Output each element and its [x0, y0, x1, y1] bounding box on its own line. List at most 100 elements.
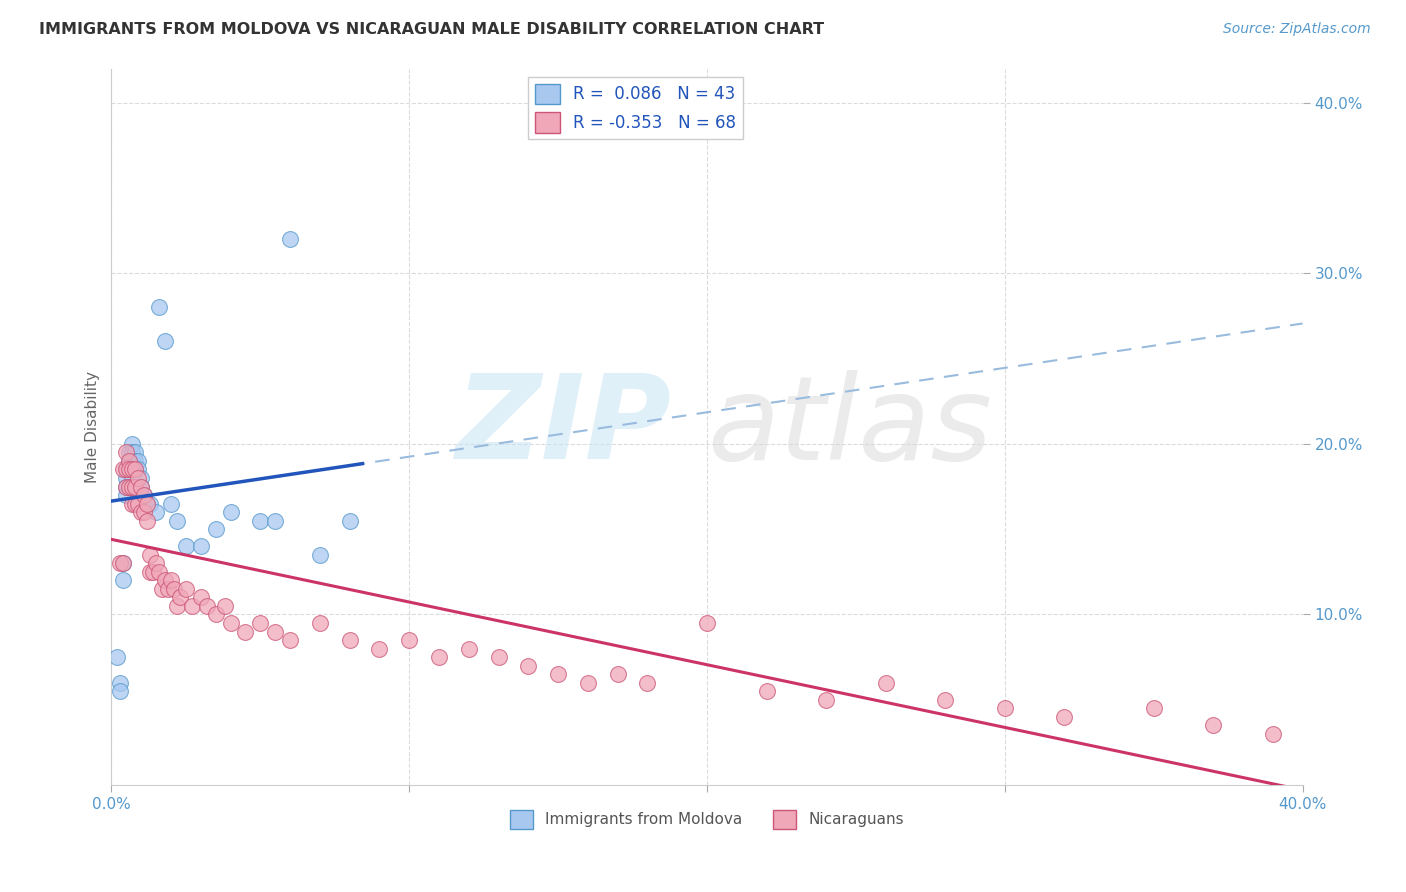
Point — [815, 693, 838, 707]
Point — [115, 462, 138, 476]
Point — [308, 548, 330, 562]
Point — [696, 615, 718, 630]
Point — [124, 462, 146, 476]
Point — [204, 607, 226, 622]
Y-axis label: Male Disability: Male Disability — [86, 371, 100, 483]
Point — [488, 650, 510, 665]
Point — [169, 591, 191, 605]
Point — [118, 454, 141, 468]
Point — [121, 462, 143, 476]
Point — [190, 591, 212, 605]
Point — [160, 497, 183, 511]
Legend: Immigrants from Moldova, Nicaraguans: Immigrants from Moldova, Nicaraguans — [503, 804, 910, 835]
Point — [166, 514, 188, 528]
Point — [118, 479, 141, 493]
Point — [110, 675, 132, 690]
Point — [249, 615, 271, 630]
Point — [264, 624, 287, 639]
Point — [190, 539, 212, 553]
Point — [121, 437, 143, 451]
Point — [278, 232, 301, 246]
Text: atlas: atlas — [707, 370, 993, 483]
Point — [112, 462, 135, 476]
Point — [219, 615, 242, 630]
Point — [148, 565, 170, 579]
Point — [105, 650, 128, 665]
Point — [576, 675, 599, 690]
Point — [118, 462, 141, 476]
Point — [139, 548, 162, 562]
Point — [124, 454, 146, 468]
Point — [134, 505, 156, 519]
Point — [148, 301, 170, 315]
Point — [129, 471, 152, 485]
Point — [110, 684, 132, 698]
Point — [339, 514, 361, 528]
Point — [118, 454, 141, 468]
Point — [308, 615, 330, 630]
Point — [118, 462, 141, 476]
Point — [180, 599, 202, 613]
Point — [339, 633, 361, 648]
Point — [115, 479, 138, 493]
Point — [150, 582, 173, 596]
Point — [1202, 718, 1225, 732]
Point — [174, 582, 197, 596]
Point — [112, 574, 135, 588]
Point — [121, 471, 143, 485]
Point — [115, 488, 138, 502]
Point — [1053, 710, 1076, 724]
Point — [156, 582, 179, 596]
Point — [129, 479, 152, 493]
Point — [174, 539, 197, 553]
Point — [160, 574, 183, 588]
Point — [1261, 727, 1284, 741]
Point — [124, 445, 146, 459]
Point — [118, 445, 141, 459]
Point — [457, 641, 479, 656]
Point — [166, 599, 188, 613]
Point — [129, 479, 152, 493]
Point — [127, 497, 149, 511]
Point — [427, 650, 450, 665]
Point — [636, 675, 658, 690]
Point — [129, 505, 152, 519]
Point — [145, 505, 167, 519]
Point — [118, 479, 141, 493]
Point — [115, 479, 138, 493]
Text: IMMIGRANTS FROM MOLDOVA VS NICARAGUAN MALE DISABILITY CORRELATION CHART: IMMIGRANTS FROM MOLDOVA VS NICARAGUAN MA… — [39, 22, 824, 37]
Point — [214, 599, 236, 613]
Point — [124, 462, 146, 476]
Point — [127, 454, 149, 468]
Point — [127, 471, 149, 485]
Point — [112, 556, 135, 570]
Point — [994, 701, 1017, 715]
Point — [755, 684, 778, 698]
Point — [124, 497, 146, 511]
Point — [1143, 701, 1166, 715]
Point — [124, 479, 146, 493]
Point — [134, 488, 156, 502]
Point — [121, 445, 143, 459]
Point — [249, 514, 271, 528]
Point — [606, 667, 628, 681]
Point — [110, 556, 132, 570]
Text: ZIP: ZIP — [456, 369, 671, 484]
Point — [124, 479, 146, 493]
Point — [204, 522, 226, 536]
Point — [547, 667, 569, 681]
Point — [121, 479, 143, 493]
Text: Source: ZipAtlas.com: Source: ZipAtlas.com — [1223, 22, 1371, 37]
Point — [127, 462, 149, 476]
Point — [115, 471, 138, 485]
Point — [136, 514, 159, 528]
Point — [517, 658, 540, 673]
Point — [398, 633, 420, 648]
Point — [121, 454, 143, 468]
Point — [136, 497, 159, 511]
Point — [195, 599, 218, 613]
Point — [112, 556, 135, 570]
Point — [134, 488, 156, 502]
Point — [153, 334, 176, 349]
Point — [163, 582, 186, 596]
